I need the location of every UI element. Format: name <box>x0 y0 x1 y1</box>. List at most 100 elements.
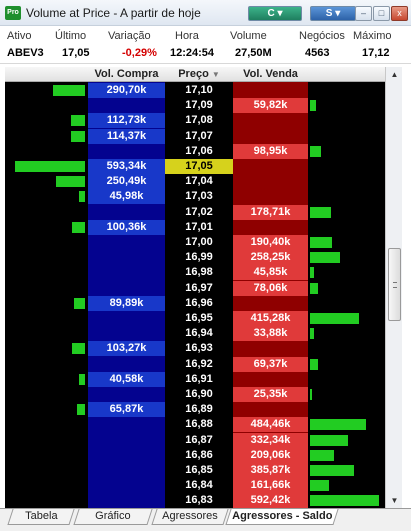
sort-desc-icon: ▼ <box>211 70 220 79</box>
tab-tabela[interactable]: Tabela <box>7 509 75 525</box>
vol-compra-cell: 593,34k <box>88 159 165 174</box>
price-cell: 16,93 <box>185 342 213 355</box>
minimize-button[interactable]: – <box>355 6 372 21</box>
price-cell: 17,00 <box>185 236 213 248</box>
price-cell: 17,03 <box>185 190 213 203</box>
sell-volume-bar <box>310 252 340 264</box>
table-row[interactable]: 16,98 45,85k <box>5 265 385 281</box>
vol-compra-cell <box>88 493 165 508</box>
buy-volume-bar <box>72 343 85 355</box>
table-row[interactable]: 593,34k 17,05 <box>5 159 385 174</box>
header-preco[interactable]: Preço ▼ <box>178 68 220 80</box>
summary-header-negocios: Negócios <box>299 30 345 42</box>
price-cell: 17,04 <box>185 175 213 188</box>
table-row[interactable]: 103,27k 16,93 <box>5 341 385 357</box>
vol-compra-cell <box>88 448 165 463</box>
summary-header-ativo: Ativo <box>7 30 32 42</box>
tab-grafico[interactable]: Gráfico <box>73 509 153 525</box>
tab-agressores[interactable]: Agressores <box>151 509 229 525</box>
table-row[interactable]: 40,58k 16,91 <box>5 371 385 387</box>
vol-venda-cell <box>233 402 308 417</box>
sell-volume-bar <box>310 495 379 507</box>
buy-volume-bar <box>79 191 85 203</box>
header-vol-compra[interactable]: Vol. Compra <box>94 68 159 80</box>
vertical-scrollbar[interactable]: ▲ ▼ <box>385 67 402 508</box>
table-row[interactable]: 16,95 415,28k <box>5 311 385 326</box>
tab-bar: Tabela Gráfico Agressores Agressores - S… <box>0 508 411 531</box>
table-row[interactable]: 16,97 78,06k <box>5 280 385 296</box>
vol-venda-cell: 161,66k <box>233 478 308 494</box>
sell-volume-bar <box>310 389 312 400</box>
vol-venda-cell <box>233 159 308 174</box>
vol-venda-cell: 190,40k <box>233 235 308 250</box>
table-row[interactable]: 17,00 190,40k <box>5 235 385 250</box>
summary-header-ultimo: Último <box>55 30 87 42</box>
sell-volume-bar <box>310 480 329 492</box>
sell-volume-bar <box>310 237 332 248</box>
vol-compra-cell <box>88 250 165 265</box>
table-row[interactable]: 100,36k 17,01 <box>5 219 385 235</box>
header-vol-venda[interactable]: Vol. Venda <box>243 68 298 80</box>
table-row[interactable]: 17,02 178,71k <box>5 204 385 220</box>
vol-compra-cell <box>88 205 165 220</box>
table-row[interactable]: 17,09 59,82k <box>5 98 385 114</box>
table-row[interactable]: 16,83 592,42k <box>5 493 385 508</box>
tab-agressores-saldo[interactable]: Agressores - Saldo <box>225 509 339 525</box>
sell-volume-bar <box>310 267 314 279</box>
buy-volume-bar <box>71 115 85 127</box>
volume-at-price-grid[interactable]: Vol. Compra Preço ▼ Vol. Venda 290,70k 17… <box>5 67 385 508</box>
table-row[interactable]: 16,92 69,37k <box>5 356 385 372</box>
table-row[interactable]: 250,49k 17,04 <box>5 174 385 190</box>
grid-header: Vol. Compra Preço ▼ Vol. Venda <box>5 67 385 82</box>
price-cell: 16,96 <box>185 296 213 309</box>
table-row[interactable]: 45,98k 17,03 <box>5 189 385 205</box>
table-row[interactable]: 16,99 258,25k <box>5 250 385 266</box>
price-cell: 16,94 <box>185 327 213 340</box>
price-cell: 16,98 <box>185 266 213 279</box>
s-button[interactable]: S ▾ <box>310 6 356 21</box>
price-cell: 17,09 <box>185 99 213 112</box>
table-row[interactable]: 16,87 332,34k <box>5 432 385 448</box>
vol-compra-cell <box>88 417 165 432</box>
table-row[interactable]: 16,88 484,46k <box>5 417 385 433</box>
price-cell: 17,06 <box>185 144 213 157</box>
vol-venda-cell: 69,37k <box>233 356 308 372</box>
table-row[interactable]: 89,89k 16,96 <box>5 295 385 311</box>
vol-venda-cell: 78,06k <box>233 280 308 296</box>
vol-venda-cell <box>233 189 308 204</box>
current-price-cell: 17,05 <box>165 159 233 174</box>
scroll-down-icon[interactable]: ▼ <box>390 496 399 505</box>
table-row[interactable]: 65,87k 16,89 <box>5 402 385 418</box>
scroll-up-icon[interactable]: ▲ <box>390 70 399 79</box>
summary-header-hora: Hora <box>175 30 199 42</box>
table-row[interactable]: 114,37k 17,07 <box>5 128 385 144</box>
vol-compra-cell <box>88 463 165 478</box>
summary-header-volume: Volume <box>230 30 267 42</box>
price-cell: 17,10 <box>185 84 213 96</box>
c-button[interactable]: C ▾ <box>248 6 302 21</box>
table-row[interactable]: 17,06 98,95k <box>5 143 385 159</box>
summary-maximo: 17,12 <box>362 47 390 59</box>
table-row[interactable]: 16,86 209,06k <box>5 447 385 463</box>
table-row[interactable]: 16,90 25,35k <box>5 387 385 402</box>
scroll-thumb[interactable] <box>388 248 401 321</box>
vol-compra-cell <box>88 326 165 341</box>
price-cell: 16,87 <box>185 433 213 446</box>
sell-volume-bar <box>310 465 354 476</box>
table-row[interactable]: 16,94 33,88k <box>5 326 385 342</box>
vol-venda-cell: 484,46k <box>233 417 308 433</box>
table-row[interactable]: 290,70k 17,10 <box>5 83 385 98</box>
table-row[interactable]: 112,73k 17,08 <box>5 113 385 129</box>
vol-compra-cell: 40,58k <box>88 371 165 387</box>
maximize-button[interactable]: □ <box>373 6 390 21</box>
vol-venda-cell: 45,85k <box>233 265 308 281</box>
summary-ativo: ABEV3 <box>7 47 44 59</box>
table-row[interactable]: 16,85 385,87k <box>5 463 385 478</box>
table-row[interactable]: 16,84 161,66k <box>5 478 385 494</box>
summary-hora: 12:24:54 <box>170 47 215 59</box>
vol-compra-cell: 100,36k <box>88 219 165 235</box>
close-button[interactable]: x <box>391 6 408 21</box>
buy-column-bg <box>88 82 165 508</box>
buy-volume-bar <box>53 85 85 96</box>
grip-icon <box>393 282 397 288</box>
